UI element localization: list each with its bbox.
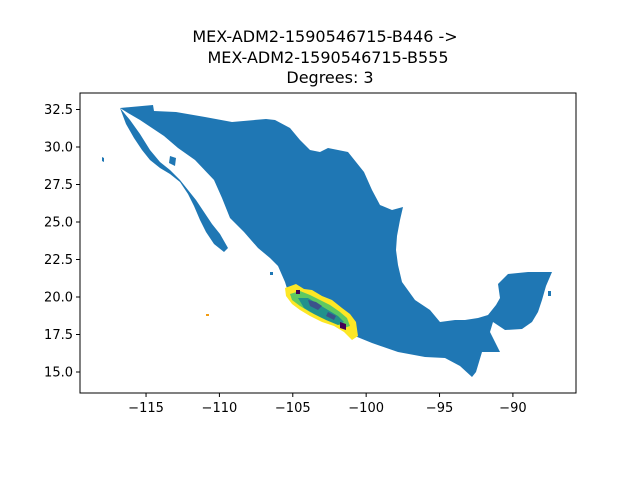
mexico-map xyxy=(102,105,552,377)
y-tick-label: 32.5 xyxy=(44,103,73,118)
title-line-2: MEX-ADM2-1590546715-B555 xyxy=(207,48,448,67)
title-line-1: MEX-ADM2-1590546715-B446 -> xyxy=(192,27,457,46)
x-tick-label: −95 xyxy=(426,401,453,416)
x-tick-label: −110 xyxy=(202,401,238,416)
y-axis: 15.0 17.5 20.0 22.5 25.0 27.5 30.0 32.5 xyxy=(44,103,80,381)
y-tick-label: 30.0 xyxy=(44,141,73,156)
x-tick-label: −90 xyxy=(499,401,526,416)
title-line-3: Degrees: 3 xyxy=(286,68,373,87)
y-tick-label: 27.5 xyxy=(44,178,73,193)
mexico-mainland xyxy=(120,105,552,377)
y-tick-label: 25.0 xyxy=(44,216,73,231)
highlight-blue-core-2 xyxy=(326,312,336,320)
y-tick-label: 22.5 xyxy=(44,253,73,268)
y-tick-label: 20.0 xyxy=(44,291,73,306)
y-tick-label: 15.0 xyxy=(44,366,73,381)
island-cozumel xyxy=(548,291,551,296)
baja-california xyxy=(120,108,228,252)
highlight-region xyxy=(285,284,358,340)
x-axis: −115 −110 −105 −100 −95 −90 xyxy=(128,393,527,416)
island-guadalupe xyxy=(102,157,104,162)
x-tick-label: −105 xyxy=(275,401,311,416)
island-socorro xyxy=(270,272,273,275)
island-revillagigedo xyxy=(206,314,209,316)
island-tiburon xyxy=(169,156,176,166)
y-tick-label: 17.5 xyxy=(44,328,73,343)
highlight-purple-target xyxy=(296,290,300,294)
highlight-purple-source xyxy=(340,322,346,330)
figure-title: MEX-ADM2-1590546715-B446 -> MEX-ADM2-159… xyxy=(192,27,457,87)
x-tick-label: −100 xyxy=(348,401,384,416)
x-tick-label: −115 xyxy=(128,401,164,416)
highlight-blue-core xyxy=(308,300,322,310)
axes-frame xyxy=(79,92,577,394)
